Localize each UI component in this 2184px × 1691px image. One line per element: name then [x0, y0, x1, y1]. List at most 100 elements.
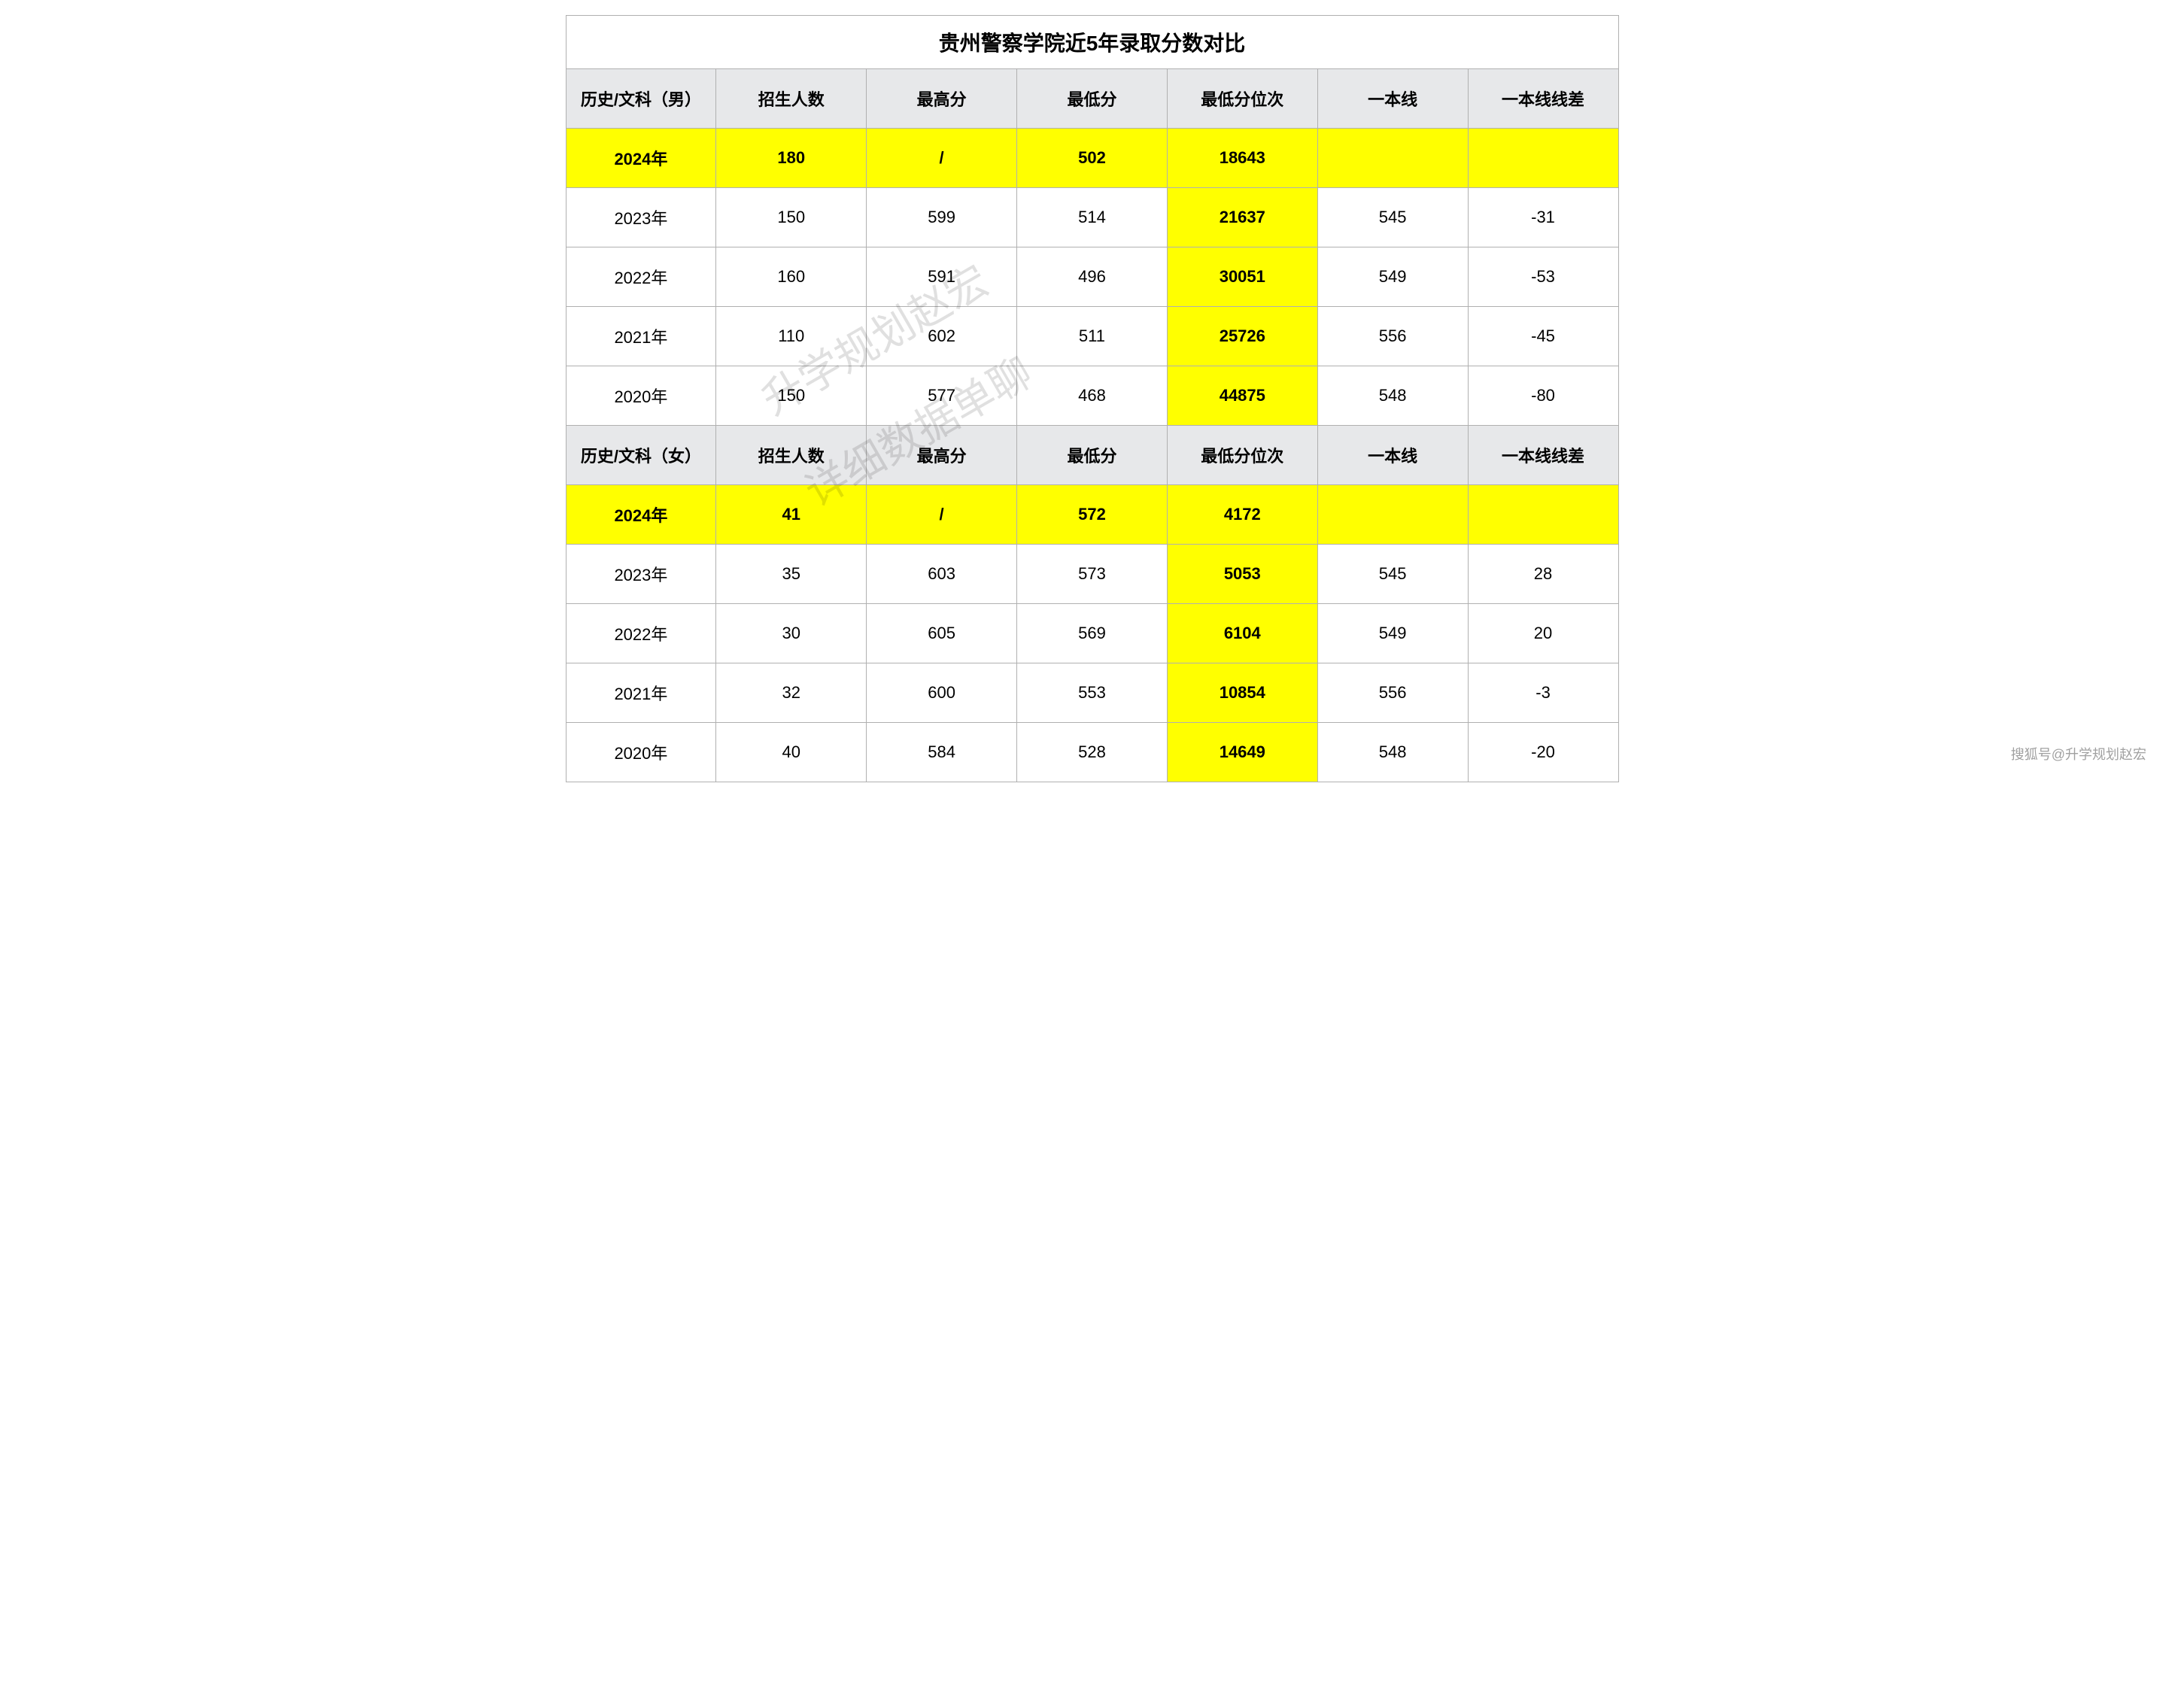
table-row: 2021年11060251125726556-45	[566, 307, 1618, 366]
cell-max: 599	[867, 188, 1017, 247]
col-min: 最低分	[1017, 69, 1168, 129]
cell-line	[1317, 485, 1468, 545]
table-row: 2023年35603573505354528	[566, 545, 1618, 604]
cell-year: 2023年	[566, 545, 716, 604]
cell-year: 2021年	[566, 307, 716, 366]
cell-max: 602	[867, 307, 1017, 366]
cell-year: 2021年	[566, 663, 716, 723]
cell-year: 2022年	[566, 247, 716, 307]
cell-min: 502	[1017, 129, 1168, 188]
col-max: 最高分	[867, 426, 1017, 485]
cell-year: 2024年	[566, 129, 716, 188]
cell-min: 514	[1017, 188, 1168, 247]
col-max: 最高分	[867, 69, 1017, 129]
title-row: 贵州警察学院近5年录取分数对比	[566, 16, 1618, 69]
cell-year: 2022年	[566, 604, 716, 663]
cell-year: 2024年	[566, 485, 716, 545]
cell-enroll: 180	[716, 129, 867, 188]
cell-max: /	[867, 485, 1017, 545]
col-diff: 一本线线差	[1468, 69, 1618, 129]
cell-rank: 6104	[1167, 604, 1317, 663]
cell-line: 545	[1317, 188, 1468, 247]
table-wrapper: 贵州警察学院近5年录取分数对比 历史/文科（男） 招生人数 最高分 最低分 最低…	[15, 15, 2169, 782]
cell-line: 556	[1317, 663, 1468, 723]
col-line: 一本线	[1317, 69, 1468, 129]
cell-line: 549	[1317, 604, 1468, 663]
cell-enroll: 150	[716, 366, 867, 426]
cell-max: 605	[867, 604, 1017, 663]
col-rank: 最低分位次	[1167, 426, 1317, 485]
col-min: 最低分	[1017, 426, 1168, 485]
cell-rank: 25726	[1167, 307, 1317, 366]
table-row: 2024年41/5724172	[566, 485, 1618, 545]
cell-line	[1317, 129, 1468, 188]
cell-rank: 30051	[1167, 247, 1317, 307]
cell-max: 577	[867, 366, 1017, 426]
header-row-male: 历史/文科（男） 招生人数 最高分 最低分 最低分位次 一本线 一本线线差	[566, 69, 1618, 129]
col-line: 一本线	[1317, 426, 1468, 485]
col-category-female: 历史/文科（女）	[566, 426, 716, 485]
col-enroll: 招生人数	[716, 426, 867, 485]
attribution-text: 搜狐号@升学规划赵宏	[2011, 744, 2146, 764]
cell-max: /	[867, 129, 1017, 188]
cell-min: 511	[1017, 307, 1168, 366]
cell-min: 468	[1017, 366, 1168, 426]
cell-max: 591	[867, 247, 1017, 307]
cell-rank: 14649	[1167, 723, 1317, 782]
cell-rank: 4172	[1167, 485, 1317, 545]
cell-diff: 28	[1468, 545, 1618, 604]
table-container: 贵州警察学院近5年录取分数对比 历史/文科（男） 招生人数 最高分 最低分 最低…	[566, 15, 1619, 782]
cell-diff	[1468, 129, 1618, 188]
cell-diff	[1468, 485, 1618, 545]
table-row: 2020年15057746844875548-80	[566, 366, 1618, 426]
cell-min: 528	[1017, 723, 1168, 782]
cell-line: 545	[1317, 545, 1468, 604]
cell-rank: 5053	[1167, 545, 1317, 604]
table-row: 2023年15059951421637545-31	[566, 188, 1618, 247]
table-row: 2021年3260055310854556-3	[566, 663, 1618, 723]
cell-line: 548	[1317, 723, 1468, 782]
table-row: 2022年30605569610454920	[566, 604, 1618, 663]
cell-max: 584	[867, 723, 1017, 782]
col-rank: 最低分位次	[1167, 69, 1317, 129]
cell-rank: 44875	[1167, 366, 1317, 426]
cell-min: 496	[1017, 247, 1168, 307]
cell-enroll: 32	[716, 663, 867, 723]
cell-rank: 21637	[1167, 188, 1317, 247]
cell-year: 2020年	[566, 366, 716, 426]
cell-diff: -31	[1468, 188, 1618, 247]
table-row: 2024年180/50218643	[566, 129, 1618, 188]
cell-year: 2023年	[566, 188, 716, 247]
cell-min: 553	[1017, 663, 1168, 723]
cell-diff: 20	[1468, 604, 1618, 663]
cell-rank: 18643	[1167, 129, 1317, 188]
cell-line: 548	[1317, 366, 1468, 426]
cell-enroll: 35	[716, 545, 867, 604]
cell-diff: -3	[1468, 663, 1618, 723]
header-row-female: 历史/文科（女） 招生人数 最高分 最低分 最低分位次 一本线 一本线线差	[566, 426, 1618, 485]
cell-diff: -53	[1468, 247, 1618, 307]
score-table: 贵州警察学院近5年录取分数对比 历史/文科（男） 招生人数 最高分 最低分 最低…	[566, 15, 1619, 782]
cell-year: 2020年	[566, 723, 716, 782]
cell-enroll: 110	[716, 307, 867, 366]
cell-line: 549	[1317, 247, 1468, 307]
cell-enroll: 30	[716, 604, 867, 663]
cell-line: 556	[1317, 307, 1468, 366]
table-row: 2020年4058452814649548-20	[566, 723, 1618, 782]
col-diff: 一本线线差	[1468, 426, 1618, 485]
cell-enroll: 150	[716, 188, 867, 247]
cell-enroll: 40	[716, 723, 867, 782]
cell-min: 569	[1017, 604, 1168, 663]
cell-diff: -20	[1468, 723, 1618, 782]
col-enroll: 招生人数	[716, 69, 867, 129]
cell-max: 603	[867, 545, 1017, 604]
table-title: 贵州警察学院近5年录取分数对比	[566, 16, 1618, 69]
cell-min: 573	[1017, 545, 1168, 604]
col-category-male: 历史/文科（男）	[566, 69, 716, 129]
table-row: 2022年16059149630051549-53	[566, 247, 1618, 307]
cell-enroll: 41	[716, 485, 867, 545]
cell-diff: -45	[1468, 307, 1618, 366]
cell-diff: -80	[1468, 366, 1618, 426]
cell-enroll: 160	[716, 247, 867, 307]
cell-min: 572	[1017, 485, 1168, 545]
